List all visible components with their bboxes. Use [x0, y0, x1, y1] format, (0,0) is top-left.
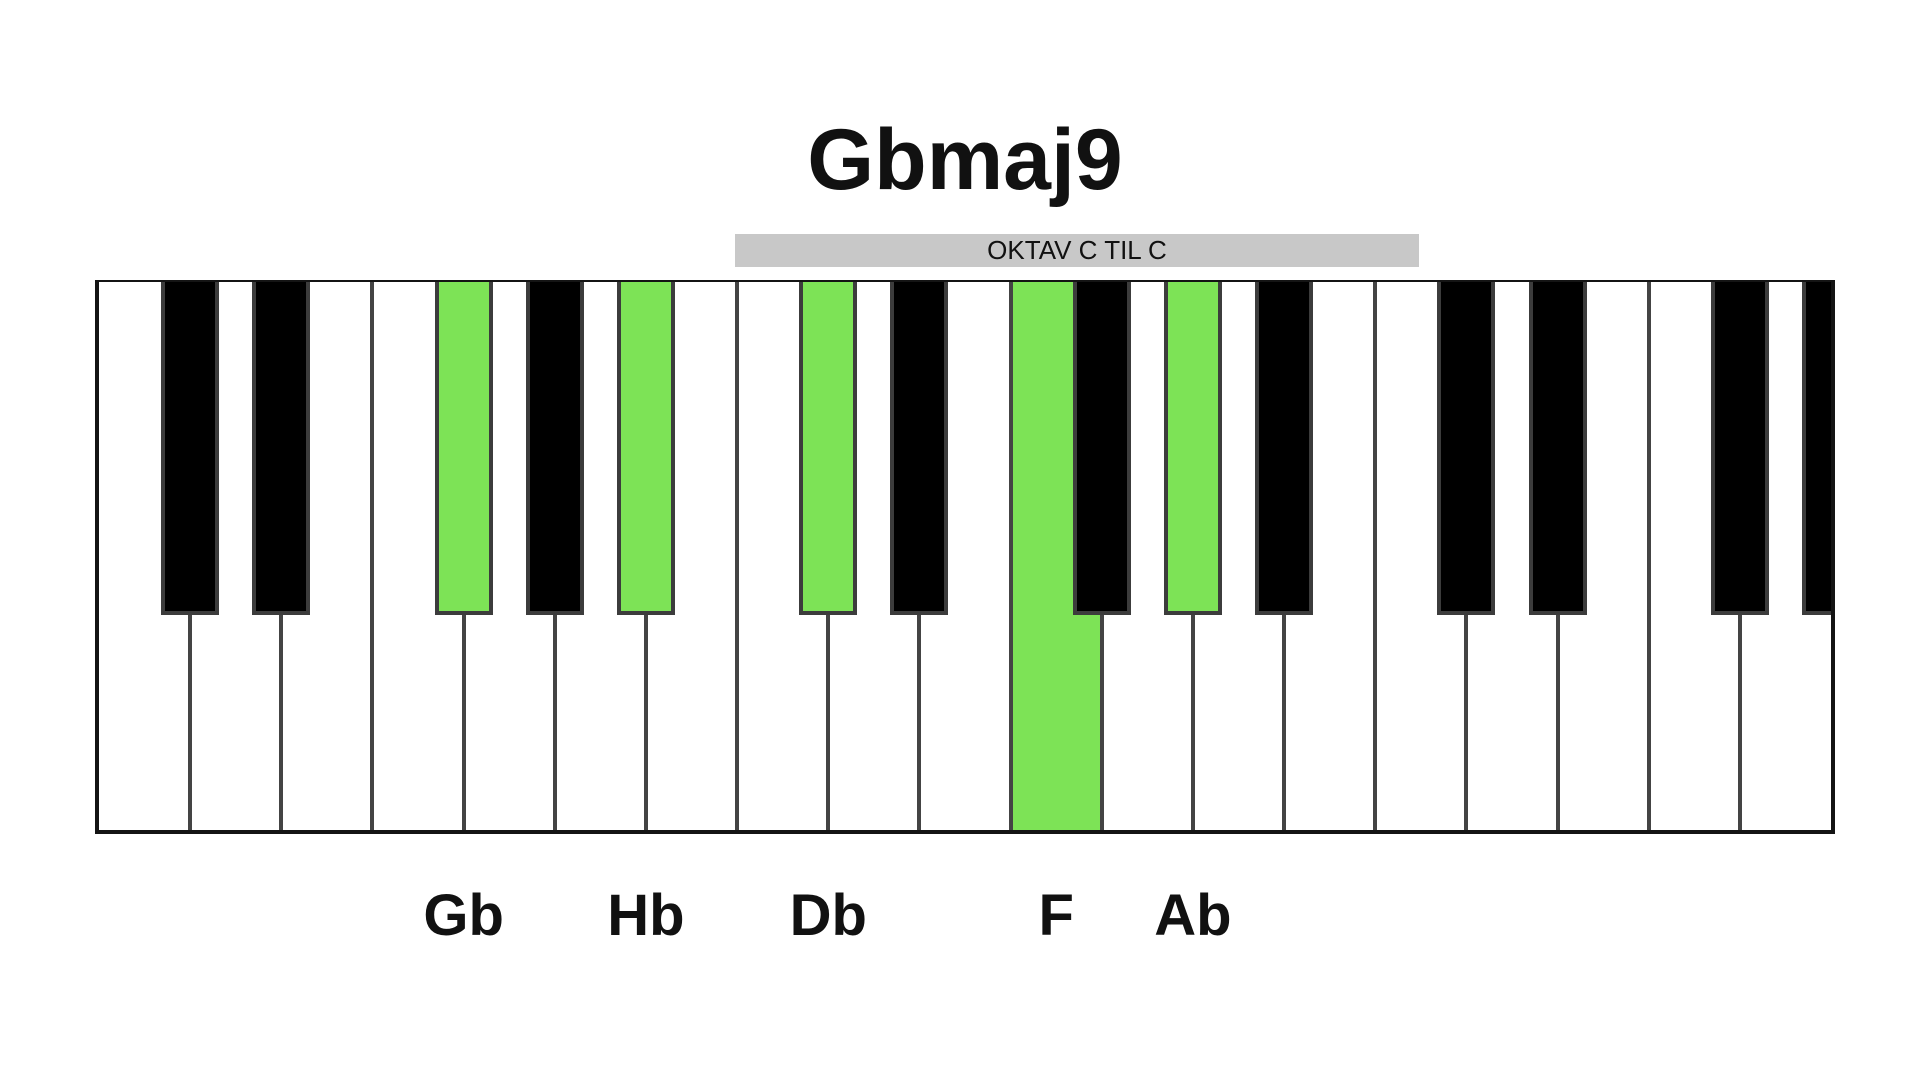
key-divider: [735, 282, 740, 830]
note-label: Ab: [1154, 883, 1232, 948]
black-key[interactable]: [1255, 282, 1314, 615]
note-label: F: [1038, 883, 1074, 948]
note-label: Gb: [423, 883, 504, 948]
key-divider: [1008, 282, 1013, 830]
black-key[interactable]: [161, 282, 220, 615]
black-key[interactable]: [434, 282, 493, 615]
key-divider: [370, 282, 375, 830]
key-divider: [1646, 282, 1651, 830]
black-key[interactable]: [525, 282, 584, 615]
black-key[interactable]: [890, 282, 949, 615]
black-key[interactable]: [1437, 282, 1496, 615]
black-key[interactable]: [252, 282, 311, 615]
black-key[interactable]: [1802, 282, 1831, 615]
black-key[interactable]: [1528, 282, 1587, 615]
piano-keyboard: [95, 280, 1835, 834]
octave-range-bar: OKTAV C TIL C: [735, 234, 1419, 267]
black-key[interactable]: [616, 282, 675, 615]
key-divider: [1373, 282, 1378, 830]
black-key[interactable]: [1072, 282, 1131, 615]
chord-title: Gbmaj9: [807, 112, 1123, 208]
note-label: Hb: [607, 883, 685, 948]
note-label: Db: [789, 883, 867, 948]
black-key[interactable]: [1710, 282, 1769, 615]
octave-range-label: OKTAV C TIL C: [987, 235, 1167, 265]
black-key[interactable]: [799, 282, 858, 615]
black-key[interactable]: [1163, 282, 1222, 615]
